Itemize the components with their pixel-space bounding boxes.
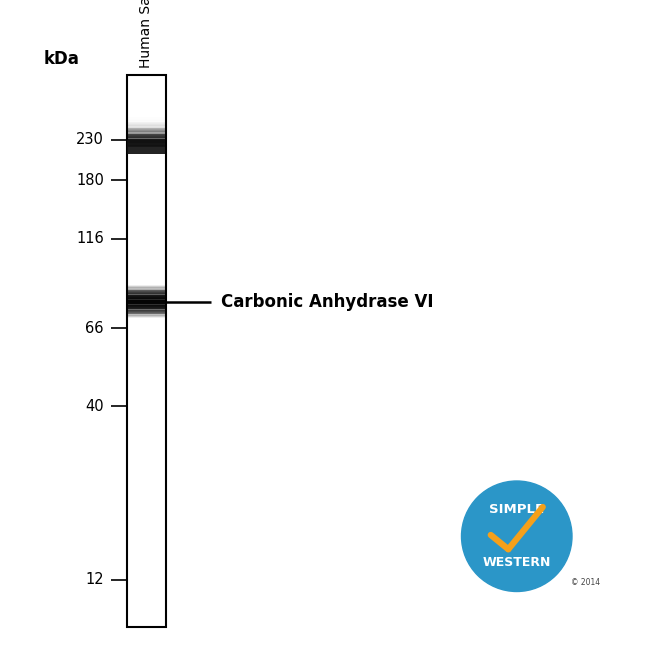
Bar bbox=[127, 298, 165, 300]
Bar bbox=[127, 300, 165, 302]
Text: 116: 116 bbox=[76, 231, 104, 246]
Bar bbox=[127, 129, 165, 131]
Bar bbox=[127, 120, 165, 122]
Bar bbox=[127, 285, 165, 287]
Text: 12: 12 bbox=[85, 572, 104, 588]
Bar bbox=[127, 126, 165, 127]
Bar bbox=[127, 146, 165, 147]
Bar bbox=[127, 112, 165, 114]
Bar bbox=[127, 300, 165, 301]
Bar bbox=[127, 138, 165, 140]
Bar bbox=[127, 133, 165, 134]
Bar bbox=[127, 116, 165, 117]
Bar bbox=[127, 309, 165, 311]
Bar bbox=[127, 118, 165, 119]
Bar bbox=[127, 310, 165, 312]
Bar bbox=[127, 141, 165, 142]
Bar bbox=[127, 127, 165, 128]
Bar bbox=[127, 132, 165, 133]
Bar bbox=[127, 143, 165, 144]
Bar bbox=[127, 124, 165, 125]
Bar bbox=[127, 315, 165, 316]
Text: WESTERN: WESTERN bbox=[482, 556, 551, 569]
Bar bbox=[127, 140, 165, 154]
Bar bbox=[127, 287, 165, 289]
Bar bbox=[127, 292, 165, 294]
Text: 180: 180 bbox=[76, 172, 104, 188]
Bar bbox=[127, 306, 165, 307]
Bar bbox=[127, 296, 165, 298]
Bar bbox=[127, 297, 165, 298]
Bar bbox=[127, 116, 165, 118]
Bar bbox=[127, 140, 165, 142]
Bar bbox=[127, 313, 165, 315]
Bar bbox=[127, 302, 165, 304]
Bar bbox=[127, 75, 166, 627]
Bar bbox=[127, 305, 165, 306]
Bar bbox=[127, 113, 165, 114]
Bar bbox=[127, 140, 165, 141]
Bar bbox=[127, 309, 165, 310]
Bar bbox=[127, 291, 165, 292]
Text: SIMPLE: SIMPLE bbox=[489, 503, 544, 516]
Bar bbox=[127, 124, 165, 125]
Bar bbox=[127, 136, 165, 138]
Bar bbox=[127, 301, 165, 303]
Bar bbox=[127, 316, 165, 318]
Bar bbox=[127, 314, 165, 315]
Bar bbox=[127, 299, 165, 300]
Text: Human Saliva: Human Saliva bbox=[139, 0, 153, 68]
Bar bbox=[127, 306, 165, 307]
Bar bbox=[127, 303, 165, 304]
Bar bbox=[127, 133, 165, 135]
Bar bbox=[127, 122, 165, 123]
Bar bbox=[127, 307, 165, 309]
Bar bbox=[127, 294, 165, 296]
Bar bbox=[127, 144, 165, 145]
Bar bbox=[127, 135, 165, 136]
Text: © 2014: © 2014 bbox=[571, 578, 600, 587]
Bar bbox=[127, 122, 165, 124]
Bar bbox=[127, 142, 165, 144]
Bar bbox=[127, 125, 165, 127]
Bar bbox=[127, 311, 165, 313]
Circle shape bbox=[462, 481, 572, 592]
Bar bbox=[127, 291, 165, 292]
Bar bbox=[127, 288, 165, 289]
Bar bbox=[127, 294, 165, 295]
Bar bbox=[127, 138, 165, 139]
Bar bbox=[127, 317, 165, 318]
Bar bbox=[127, 289, 165, 290]
Bar bbox=[127, 312, 165, 313]
Bar bbox=[127, 121, 165, 122]
Bar bbox=[127, 289, 165, 291]
Bar bbox=[127, 135, 165, 136]
Bar bbox=[127, 129, 165, 130]
Bar bbox=[127, 293, 165, 294]
Text: kDa: kDa bbox=[44, 50, 80, 68]
Text: Carbonic Anhydrase VI: Carbonic Anhydrase VI bbox=[221, 293, 434, 311]
Bar bbox=[127, 118, 165, 120]
Bar bbox=[127, 304, 165, 305]
Bar bbox=[127, 308, 165, 309]
Bar bbox=[127, 114, 165, 116]
Bar bbox=[127, 286, 165, 288]
Bar bbox=[127, 119, 165, 120]
Bar bbox=[127, 144, 165, 146]
Bar bbox=[127, 130, 165, 131]
Bar bbox=[127, 137, 165, 138]
Text: 40: 40 bbox=[85, 398, 104, 414]
Bar bbox=[127, 285, 165, 286]
Bar bbox=[127, 115, 165, 116]
Bar bbox=[127, 131, 165, 133]
Text: 66: 66 bbox=[86, 320, 104, 336]
Bar bbox=[127, 295, 165, 297]
Bar bbox=[127, 315, 165, 317]
Text: 230: 230 bbox=[76, 132, 104, 148]
Bar bbox=[127, 127, 165, 129]
